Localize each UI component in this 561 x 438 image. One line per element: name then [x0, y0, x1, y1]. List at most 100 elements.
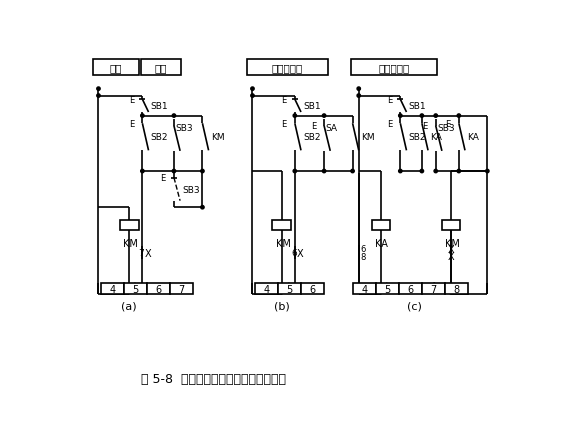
Text: E: E	[387, 95, 392, 104]
Bar	[273, 220, 291, 231]
Text: (b): (b)	[274, 301, 289, 311]
Text: 4: 4	[361, 284, 367, 294]
Text: SA: SA	[325, 124, 338, 132]
Text: 7: 7	[430, 284, 436, 294]
Circle shape	[457, 170, 461, 173]
Text: (a): (a)	[122, 301, 137, 311]
Text: 7: 7	[178, 284, 185, 294]
Text: KM: KM	[361, 133, 375, 142]
Text: KA: KA	[430, 133, 442, 142]
Text: E: E	[129, 120, 134, 128]
Text: 图 5-8  点动与连续复合控制电路原理图: 图 5-8 点动与连续复合控制电路原理图	[141, 373, 286, 385]
Text: X: X	[447, 244, 454, 254]
Circle shape	[172, 115, 176, 118]
Text: 7: 7	[139, 249, 144, 258]
Text: E: E	[422, 122, 427, 131]
Circle shape	[141, 170, 144, 173]
Bar	[247, 60, 328, 76]
Text: 长动: 长动	[109, 63, 122, 73]
Bar	[445, 283, 468, 295]
Circle shape	[351, 170, 355, 173]
Text: KA: KA	[375, 238, 388, 248]
Text: X: X	[447, 252, 454, 262]
Circle shape	[434, 115, 438, 118]
Circle shape	[434, 170, 438, 173]
Bar	[399, 283, 422, 295]
Circle shape	[457, 115, 461, 118]
Circle shape	[420, 115, 424, 118]
Text: SB2: SB2	[151, 133, 168, 142]
Bar	[93, 60, 139, 76]
Bar	[376, 283, 399, 295]
Circle shape	[486, 170, 489, 173]
Text: 6: 6	[291, 249, 297, 258]
Bar	[101, 283, 124, 295]
Circle shape	[293, 170, 297, 173]
Circle shape	[293, 115, 297, 118]
Text: 4: 4	[263, 284, 269, 294]
Circle shape	[201, 170, 204, 173]
Text: 8: 8	[453, 284, 459, 294]
Text: KA: KA	[467, 133, 479, 142]
Bar	[141, 60, 181, 76]
Circle shape	[420, 170, 424, 173]
Circle shape	[201, 206, 204, 209]
Text: 5: 5	[384, 284, 390, 294]
Circle shape	[357, 88, 360, 91]
Text: SB3: SB3	[176, 124, 193, 132]
Circle shape	[399, 115, 402, 118]
Text: KM: KM	[275, 238, 291, 248]
Text: 4: 4	[109, 284, 116, 294]
Text: 点动: 点动	[155, 63, 167, 73]
Circle shape	[251, 88, 254, 91]
Text: 5: 5	[132, 284, 139, 294]
Text: E: E	[282, 120, 287, 128]
Text: E: E	[445, 120, 450, 128]
Text: E: E	[311, 122, 316, 131]
Text: SB2: SB2	[304, 133, 321, 142]
Bar	[124, 283, 147, 295]
Bar	[301, 283, 324, 295]
Circle shape	[399, 170, 402, 173]
Text: SB1: SB1	[409, 102, 426, 111]
Text: SB1: SB1	[304, 102, 321, 111]
Text: 6: 6	[310, 284, 316, 294]
Bar	[278, 283, 301, 295]
Text: 6: 6	[407, 284, 413, 294]
Circle shape	[97, 88, 100, 91]
Text: KM: KM	[445, 238, 460, 248]
Text: E: E	[387, 120, 392, 128]
Circle shape	[172, 170, 176, 173]
Text: E: E	[282, 95, 287, 104]
Circle shape	[97, 95, 100, 98]
Circle shape	[323, 115, 326, 118]
Circle shape	[323, 170, 326, 173]
Text: X: X	[297, 248, 304, 258]
Circle shape	[357, 95, 360, 98]
Bar	[120, 220, 139, 231]
Bar	[442, 220, 461, 231]
Bar	[255, 283, 278, 295]
Text: KM: KM	[123, 238, 138, 248]
Bar	[170, 283, 193, 295]
Bar	[351, 60, 437, 76]
Text: KM: KM	[211, 133, 224, 142]
Bar	[372, 220, 390, 231]
Text: E: E	[129, 95, 134, 104]
Bar	[147, 283, 170, 295]
Text: 6: 6	[155, 284, 162, 294]
Text: (c): (c)	[407, 301, 422, 311]
Text: SB3: SB3	[182, 185, 200, 194]
Text: 长动与点动: 长动与点动	[272, 63, 303, 73]
Circle shape	[251, 95, 254, 98]
Text: 6: 6	[360, 245, 366, 254]
Text: SB1: SB1	[151, 102, 168, 111]
Text: E: E	[160, 173, 166, 183]
Text: 8: 8	[360, 252, 366, 261]
Bar	[422, 283, 445, 295]
Text: 长动与点动: 长动与点动	[379, 63, 410, 73]
Circle shape	[141, 115, 144, 118]
Text: 5: 5	[286, 284, 293, 294]
Text: SB3: SB3	[437, 124, 455, 132]
Bar	[352, 283, 376, 295]
